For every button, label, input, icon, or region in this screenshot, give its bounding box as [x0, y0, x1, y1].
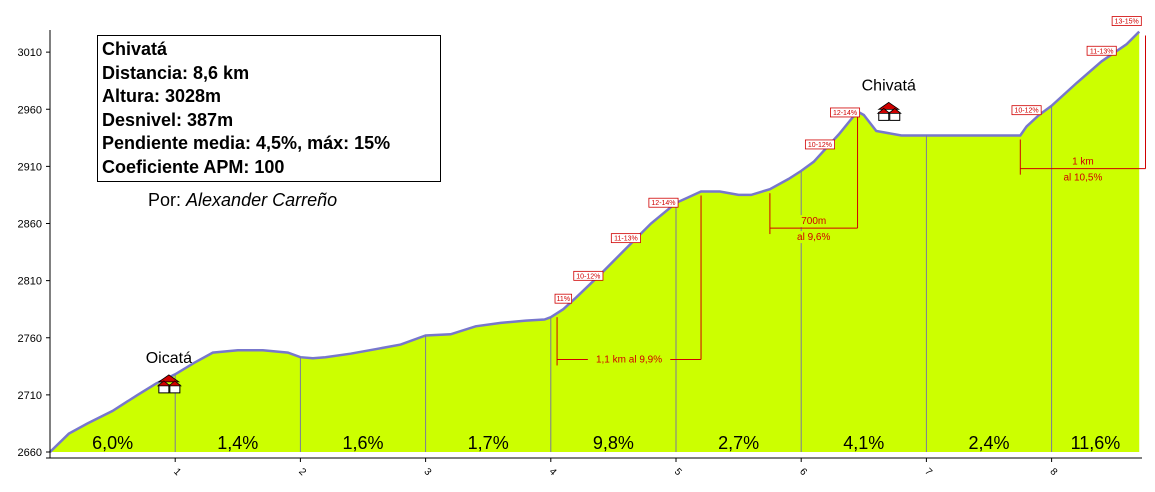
climb-info-box: Chivatá Distancia: 8,6 km Altura: 3028m …	[97, 35, 441, 182]
segment-slope-label: 1,6%	[342, 433, 383, 453]
y-tick-label: 2910	[18, 161, 42, 173]
annotation-text: al 9,6%	[797, 232, 830, 243]
town-marker: Chivatá	[862, 77, 916, 121]
annotation-text-bg	[792, 231, 836, 244]
house-left-roof	[156, 380, 171, 387]
annotation-text-bg	[800, 215, 827, 228]
x-tick-label: 5	[672, 466, 684, 478]
annotation-text: 1,1 km al 9,9%	[596, 354, 662, 365]
gradient-label: 12-14%	[830, 107, 861, 118]
climb-altitude: Altura: 3028m	[102, 86, 222, 106]
house-icon	[156, 374, 182, 394]
town-markers: Oicatá Chivatá	[146, 77, 916, 394]
y-tick-label: 3010	[18, 47, 42, 59]
x-tick-label: 8	[1047, 466, 1059, 478]
segment-dividers	[174, 105, 1053, 452]
author-name: Alexander Carreño	[186, 190, 338, 210]
segment-slope-label: 1,7%	[468, 433, 509, 453]
gradient-label-box	[554, 293, 573, 304]
gradient-label-text: 10-12%	[576, 273, 600, 280]
climb-annotation: 1 km al 10,5%	[1019, 35, 1146, 184]
segment-slope-label: 4,1%	[843, 433, 884, 453]
segment-slope-label: 2,4%	[968, 433, 1009, 453]
town-name: Chivatá	[862, 77, 916, 94]
segment-slope-label: 1,4%	[217, 433, 258, 453]
segment-slope-label: 6,0%	[92, 433, 133, 453]
segment-slope-label: 9,8%	[593, 433, 634, 453]
x-tick-label: 1	[171, 466, 183, 478]
house-roof	[877, 101, 901, 110]
author-credit: Por: Alexander Carreño	[148, 190, 337, 211]
climb-elevation-gain: Desnivel: 387m	[102, 109, 234, 130]
x-tick-label: 4	[547, 466, 559, 478]
y-tick-label: 2660	[18, 447, 42, 459]
gradient-label: 12-14%	[648, 197, 679, 208]
annotation-text-bg	[1069, 155, 1097, 168]
gradient-label-text: 12-14%	[833, 110, 857, 117]
annotation-text: 1 km	[1072, 157, 1094, 168]
climb-annotations: 1,1 km al 9,9% 700m al 9,6% 1 km al 10,5%	[556, 35, 1146, 366]
gradient-label-box	[804, 139, 835, 150]
gradient-label-text: 11-13%	[1090, 48, 1114, 55]
gradient-label: 13-15%	[1111, 16, 1142, 26]
gradient-label: 11-13%	[610, 233, 641, 244]
gradient-label: 11-13%	[1086, 45, 1117, 56]
profile-fill	[50, 31, 1140, 452]
segment-slope-label: 11,6%	[1071, 433, 1121, 453]
annotation-text-bg	[587, 353, 671, 366]
gradient-label: 10-12%	[573, 270, 604, 281]
y-tick-label: 2960	[18, 104, 42, 116]
annotation-text: al 10,5%	[1063, 173, 1102, 184]
house-icon	[876, 101, 902, 121]
x-tick-label: 2	[296, 466, 308, 478]
climb-name: Chivatá	[102, 39, 168, 59]
house-left-roof	[876, 107, 891, 114]
x-tick-label: 3	[421, 466, 433, 478]
gradient-label-box	[1086, 45, 1117, 56]
gradient-label-box	[610, 233, 641, 244]
gradient-label-box	[1011, 105, 1042, 116]
segment-slope-label: 2,7%	[718, 433, 759, 453]
y-tick-label: 2860	[18, 219, 42, 231]
gradient-label: 11%	[554, 293, 573, 304]
house-roof	[157, 374, 181, 383]
x-tick-label: 6	[797, 466, 809, 478]
climb-annotation: 1,1 km al 9,9%	[556, 195, 702, 366]
gradient-label: 10-12%	[1011, 105, 1042, 116]
y-tick-label: 2760	[18, 333, 42, 345]
annotation-text-bg	[1058, 171, 1108, 184]
climb-annotation: 700m al 9,6%	[769, 115, 859, 244]
town-name: Oicatá	[146, 350, 192, 367]
gradient-label-text: 11%	[557, 296, 571, 303]
gradient-label-box	[648, 197, 679, 208]
house-right-roof	[887, 107, 902, 114]
gradient-label-text: 11-13%	[614, 236, 638, 243]
segment-slope-labels: 6,0% 1,4% 1,6% 1,7% 9,8% 2,7% 4,1% 2,4% 11,6%	[92, 433, 1120, 453]
gradient-label-box	[573, 270, 604, 281]
gradient-label-text: 10-12%	[808, 142, 832, 149]
climb-apm-coefficient: Coeficiente APM: 100	[102, 156, 285, 177]
gradient-label-text: 12-14%	[651, 200, 675, 207]
y-tick-label: 2810	[18, 276, 42, 288]
gradient-labels: 11% 10-12% 11-13% 12-14% 10-12% 12-14% 10-12% 1…	[554, 16, 1142, 304]
house-right-roof	[167, 380, 182, 387]
town-marker: Oicatá	[146, 350, 192, 394]
climb-distance: Distancia: 8,6 km	[102, 62, 250, 83]
gradient-label-text: 10-12%	[1014, 108, 1038, 115]
author-prefix: Por:	[148, 190, 182, 210]
gradient-label-box	[1111, 16, 1142, 26]
x-tick-label: 7	[922, 466, 934, 478]
annotation-text: 700m	[801, 216, 826, 227]
gradient-label-text: 13-15%	[1115, 19, 1139, 26]
climb-slope: Pendiente media: 4,5%, máx: 15%	[102, 133, 391, 153]
gradient-label-box	[830, 107, 861, 118]
gradient-label: 10-12%	[804, 139, 835, 150]
y-tick-label: 2710	[18, 390, 42, 402]
